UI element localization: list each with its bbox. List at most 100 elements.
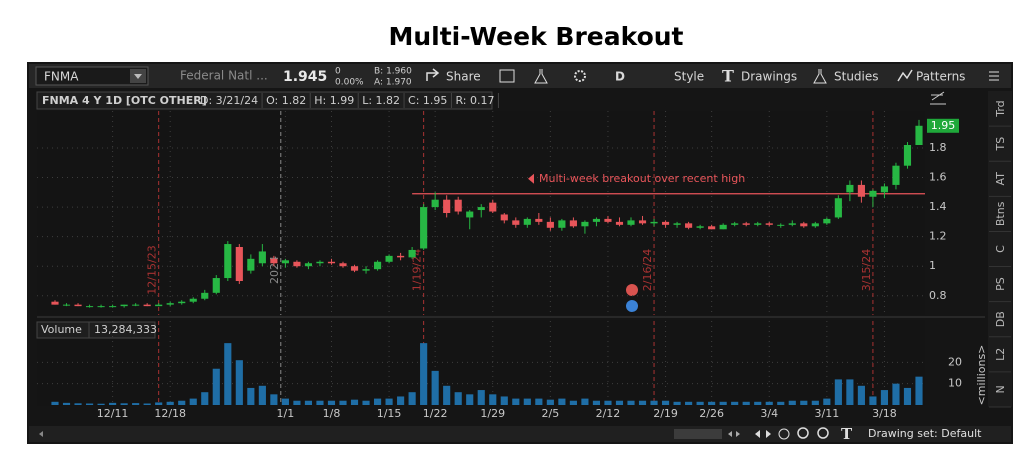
candle-body <box>823 218 831 224</box>
volume-bar <box>834 379 842 405</box>
sidebar-tab[interactable]: AT <box>994 172 1007 186</box>
volume-bar <box>604 400 612 405</box>
crosshair-icon[interactable] <box>778 428 790 440</box>
candle-body <box>420 207 428 249</box>
company: Federal Natl ... <box>180 69 268 83</box>
volume-bar <box>638 400 647 405</box>
volume-readout-box <box>88 321 156 339</box>
volume-bar <box>155 402 163 405</box>
ask: A: 1.970 <box>374 78 412 88</box>
volume-bar <box>247 387 255 405</box>
x-tick-label: 12/18 <box>154 407 186 420</box>
info-field: R: 0.17 <box>455 94 494 107</box>
volume-bar <box>258 385 266 405</box>
toolbar-button[interactable]: Studies <box>834 70 879 84</box>
icon[interactable] <box>534 69 548 84</box>
candle-body <box>685 223 693 228</box>
volume-bar <box>800 400 808 405</box>
volume-bar <box>74 403 82 405</box>
sidebar-tab[interactable]: PS <box>994 277 1007 291</box>
pan-icon[interactable] <box>755 430 771 438</box>
chart-tool-icon[interactable] <box>930 91 946 105</box>
candle-body <box>178 301 186 304</box>
candle-body <box>581 221 589 227</box>
candle-body <box>339 263 347 267</box>
toolbar-button[interactable]: Drawings <box>741 70 797 84</box>
volume-bar <box>304 400 313 405</box>
x-tick-label: 12/11 <box>97 407 129 420</box>
zoom-in-icon[interactable] <box>797 427 809 439</box>
info-field: L: 1.82 <box>362 94 400 107</box>
scroll-arrows[interactable] <box>728 431 740 437</box>
symbol-box[interactable] <box>35 66 149 86</box>
text-tool-icon[interactable]: T <box>841 425 853 443</box>
toolbar-button[interactable]: Patterns <box>916 70 965 84</box>
candle-body <box>535 218 543 222</box>
zoom-out-icon[interactable] <box>817 427 829 439</box>
candle-body <box>569 220 577 227</box>
candle-body <box>258 251 266 264</box>
event-label: 3/15/24 <box>860 249 873 291</box>
candle-body <box>731 223 739 225</box>
scroll-thumb[interactable] <box>674 429 722 439</box>
candle-body <box>408 249 416 258</box>
volume-bar <box>823 398 831 405</box>
sidebar-tab[interactable]: DB <box>994 311 1007 327</box>
volume-bar <box>201 392 209 405</box>
dropdown-arrow <box>134 74 142 79</box>
volume-bar <box>892 383 900 405</box>
volume-bar <box>777 401 785 405</box>
event-label: 12/15/23 <box>146 245 159 294</box>
sidebar-tab[interactable]: Btns <box>994 201 1007 226</box>
sidebar-tab[interactable]: Trd <box>994 100 1007 117</box>
sidebar-tab[interactable]: C <box>994 245 1007 253</box>
volume-bar <box>178 400 186 405</box>
toolbar-button[interactable]: Style <box>674 70 704 84</box>
icon <box>897 69 913 82</box>
candle-body <box>846 184 854 193</box>
volume-bar <box>869 396 877 405</box>
candle-body <box>661 221 670 225</box>
x-tick-label: 1/15 <box>377 407 402 420</box>
menu-icon[interactable] <box>989 71 999 81</box>
volume-bar <box>627 400 635 405</box>
sidebar-tab[interactable]: L2 <box>994 348 1007 361</box>
volume-bar <box>408 392 416 405</box>
volume-bar <box>270 394 278 405</box>
candle-body <box>74 304 82 307</box>
y-tick-label: 1 <box>929 259 936 272</box>
volume-bar <box>846 379 854 405</box>
candle-body <box>765 223 773 225</box>
event-icon[interactable] <box>626 284 638 296</box>
volume-bar <box>880 390 889 405</box>
volume-bar <box>431 370 439 405</box>
sidebar-tab[interactable]: N <box>994 385 1007 393</box>
candle-body <box>500 214 508 221</box>
toolbar-button[interactable]: Share <box>446 70 481 84</box>
last-price-box <box>927 118 959 133</box>
volume-bar <box>454 392 462 405</box>
volume-bar <box>85 403 94 405</box>
drawing-set[interactable]: Drawing set: Default <box>868 427 982 440</box>
x-tick-label: 1/1 <box>277 407 295 420</box>
volume-bar <box>224 343 232 405</box>
candle-body <box>235 247 243 281</box>
annotation-arrow <box>528 173 534 184</box>
candle-body <box>62 304 71 306</box>
scroll-left[interactable] <box>39 431 43 437</box>
event-icon[interactable] <box>626 300 638 312</box>
volume-bar <box>293 400 301 405</box>
toolbar-button[interactable]: D <box>615 70 625 84</box>
candle-body <box>558 220 566 228</box>
volume-bar <box>811 400 819 405</box>
candle-body <box>362 269 370 271</box>
x-tick-label: 2/19 <box>653 407 678 420</box>
icon[interactable] <box>499 69 515 83</box>
volume-bar <box>316 400 324 405</box>
volume-bar <box>62 402 71 405</box>
sidebar-tab[interactable]: TS <box>994 137 1007 152</box>
icon <box>813 69 827 84</box>
settings-icon[interactable] <box>574 70 586 82</box>
volume-bar <box>500 396 508 405</box>
